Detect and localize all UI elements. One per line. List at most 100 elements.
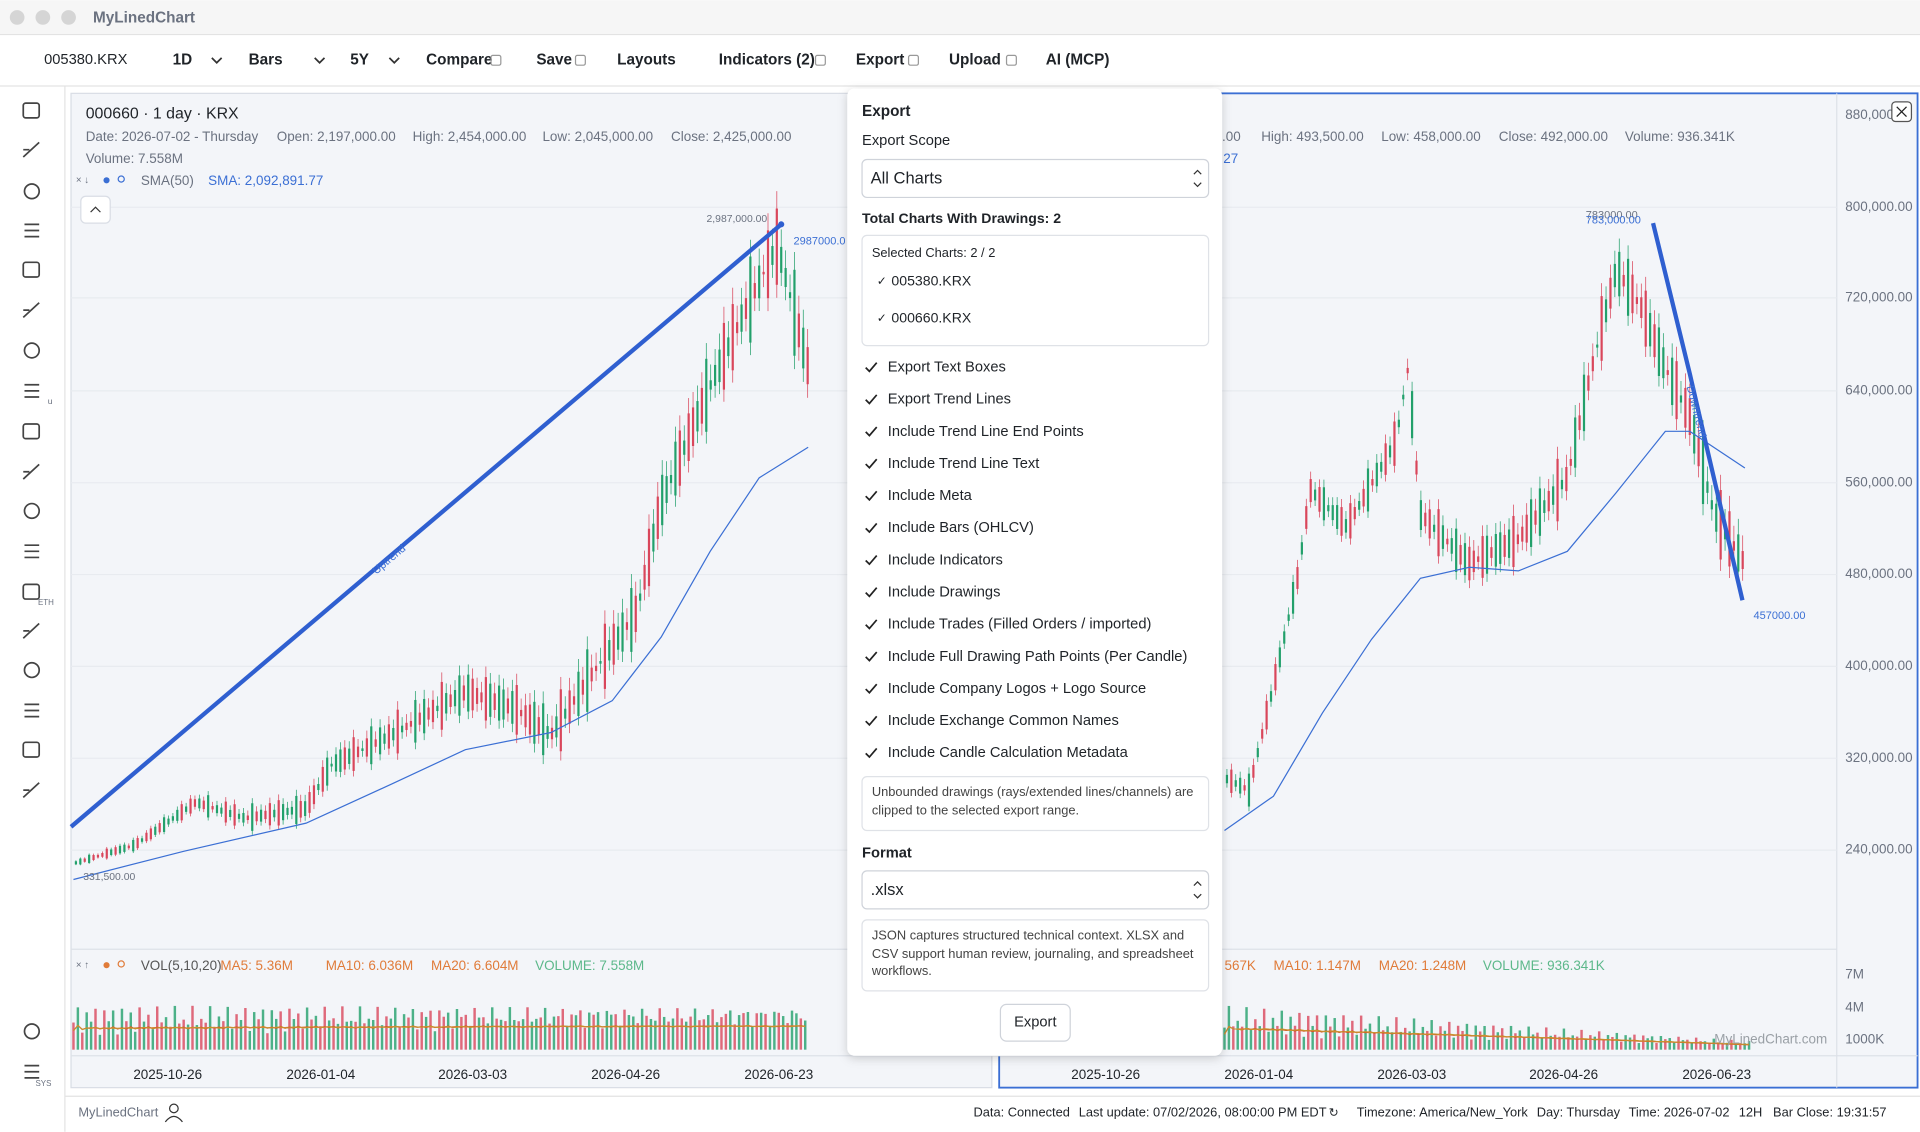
option-label[interactable]: Include Trend Line End Points <box>888 424 1084 440</box>
tool-hit[interactable] <box>17 497 46 524</box>
window-zoom[interactable] <box>61 10 76 25</box>
tool-icon <box>23 183 41 200</box>
toolbar-item[interactable]: AI (MCP) <box>1046 51 1110 68</box>
option-label[interactable]: Include Meta <box>888 488 973 504</box>
legend-controls[interactable]: × ↓ <box>76 175 89 186</box>
tool-button[interactable] <box>17 1058 46 1085</box>
tool-button[interactable] <box>17 538 46 565</box>
tool-button[interactable] <box>17 217 46 244</box>
tool-button[interactable] <box>17 617 46 644</box>
volume-bar <box>116 1034 119 1050</box>
option-label[interactable]: Include Drawings <box>888 585 1001 601</box>
tool-button[interactable] <box>17 697 46 724</box>
tool-button[interactable] <box>17 657 46 684</box>
status-item: Time: 2026-07-02 <box>1629 1105 1730 1120</box>
toolbar-item[interactable]: Export <box>856 51 904 68</box>
tool-button[interactable] <box>17 777 46 804</box>
checkbox[interactable] <box>865 394 878 405</box>
tool-hit[interactable] <box>17 97 46 124</box>
tool-hit[interactable] <box>17 178 46 205</box>
option-label[interactable]: Include Trend Line Text <box>888 456 1040 472</box>
checkbox[interactable] <box>865 522 878 534</box>
interval[interactable]: 1D <box>173 51 193 68</box>
candle-body <box>1234 780 1237 787</box>
checkbox[interactable] <box>865 747 878 759</box>
chart-item[interactable]: 000660.KRX <box>891 309 971 325</box>
tool-hit[interactable] <box>17 1018 46 1045</box>
candle-body <box>1468 546 1471 581</box>
tool-hit[interactable] <box>17 657 46 684</box>
tool-button[interactable] <box>17 418 46 445</box>
tool-button[interactable] <box>17 497 46 524</box>
left-chart-panel <box>70 92 993 1089</box>
volume-bar <box>1606 1035 1610 1050</box>
toolbar-item[interactable]: Layouts <box>617 51 676 68</box>
tool-button[interactable] <box>17 178 46 205</box>
checkbox[interactable] <box>865 555 878 566</box>
collapse-button[interactable] <box>80 195 111 224</box>
window-close[interactable] <box>9 10 25 25</box>
format-select[interactable] <box>861 870 1210 910</box>
volume-bar <box>354 1021 357 1050</box>
option-label[interactable]: Include Exchange Common Names <box>888 713 1119 729</box>
tool-button[interactable] <box>17 1018 46 1045</box>
toolbar-item[interactable]: Indicators (2) <box>719 51 815 68</box>
refresh-icon[interactable]: ↻ <box>1329 1106 1339 1120</box>
option-label[interactable]: Export Text Boxes <box>888 360 1006 376</box>
checkbox[interactable] <box>865 651 878 662</box>
volume-bar <box>420 1012 423 1050</box>
tool-hit[interactable] <box>17 256 46 283</box>
tool-button[interactable] <box>17 736 46 763</box>
candle-body <box>1574 417 1577 468</box>
tool-hit[interactable] <box>17 337 46 364</box>
tool-button[interactable] <box>17 337 46 364</box>
tool-button[interactable] <box>17 578 46 605</box>
tool-button[interactable] <box>17 97 46 124</box>
volume-bar <box>292 1019 296 1050</box>
checkbox[interactable] <box>865 587 878 598</box>
toolbar-item[interactable]: Compare <box>426 51 492 68</box>
option-label[interactable]: Include Full Drawing Path Points (Per Ca… <box>888 649 1188 665</box>
candle-body <box>1366 468 1370 512</box>
tool-button[interactable] <box>17 458 46 485</box>
export-button[interactable] <box>999 1003 1071 1042</box>
option-label[interactable]: Include Candle Calculation Metadata <box>888 745 1129 761</box>
checkbox[interactable] <box>865 458 878 469</box>
export-button-label[interactable]: Export <box>1014 1015 1056 1031</box>
candle-body <box>259 809 263 822</box>
checkbox[interactable] <box>865 619 878 630</box>
tool-button[interactable] <box>17 297 46 324</box>
option-label[interactable]: Include Trades (Filled Orders / imported… <box>888 617 1152 633</box>
tool-hit[interactable] <box>17 736 46 763</box>
volume-bar <box>107 1021 110 1050</box>
window-minimize[interactable] <box>35 10 51 25</box>
user-icon[interactable] <box>168 1103 179 1114</box>
chart-item[interactable]: 005380.KRX <box>891 273 971 289</box>
checkbox[interactable] <box>865 715 878 727</box>
toolbar-item[interactable]: Upload <box>949 51 1001 68</box>
range[interactable]: 5Y <box>350 51 369 68</box>
symbol[interactable]: 005380.KRX <box>44 52 127 68</box>
option-label[interactable]: Include Indicators <box>888 552 1003 568</box>
candle-body <box>1710 500 1713 510</box>
checkbox[interactable] <box>865 426 878 437</box>
scope-select[interactable] <box>861 158 1210 199</box>
line-end-label: 2987000.0 <box>793 235 845 247</box>
chart-type[interactable]: Bars <box>249 51 283 68</box>
date-label: 2026-03-03 <box>1377 1067 1446 1082</box>
tool-button[interactable] <box>17 136 46 163</box>
checkbox[interactable] <box>865 683 878 694</box>
candle-body <box>784 267 787 288</box>
candle-body <box>74 861 78 865</box>
checkbox[interactable] <box>865 490 878 502</box>
toolbar-item[interactable]: Save <box>536 51 572 68</box>
volume-bar <box>349 1020 353 1050</box>
legend-controls[interactable]: × ↑ <box>76 960 89 971</box>
option-label[interactable]: Include Company Logos + Logo Source <box>888 681 1146 697</box>
tool-button[interactable] <box>17 377 46 404</box>
checkbox[interactable] <box>865 362 878 373</box>
tool-hit[interactable] <box>17 418 46 445</box>
tool-button[interactable] <box>17 256 46 283</box>
option-label[interactable]: Include Bars (OHLCV) <box>888 520 1034 536</box>
option-label[interactable]: Export Trend Lines <box>888 392 1011 408</box>
